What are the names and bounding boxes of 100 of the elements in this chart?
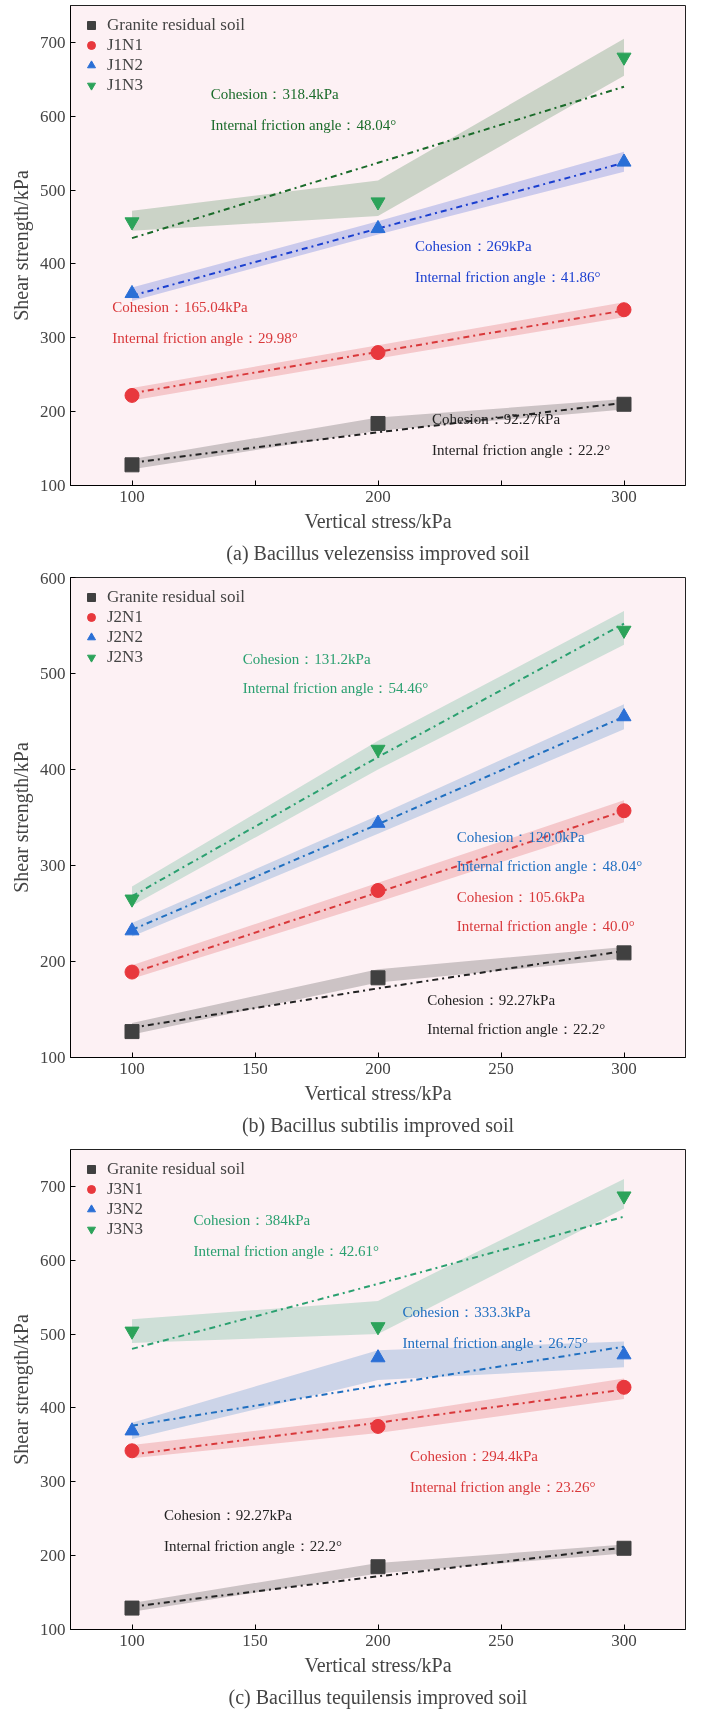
annotation: Cohesion：131.2kPa (242, 651, 371, 668)
legend-label: J1N2 (107, 55, 143, 75)
legend-label: J2N3 (107, 647, 143, 667)
x-tick-label: 300 (611, 1630, 637, 1650)
x-tick-label: 300 (611, 486, 637, 506)
x-tick-label: 200 (365, 1058, 391, 1078)
y-tick-label: 200 (40, 402, 66, 422)
y-axis-title: Shear strength/kPa (10, 742, 33, 893)
annotation: Internal friction angle：48.04° (456, 857, 643, 874)
point (616, 1540, 632, 1556)
point (370, 345, 386, 361)
x-tick-label: 200 (365, 1630, 391, 1650)
legend-label: J2N2 (107, 627, 143, 647)
x-axis-title: Vertical stress/kPa (304, 1653, 452, 1676)
y-tick-label: 300 (40, 328, 66, 348)
annotation: Cohesion：105.6kPa (456, 889, 585, 906)
legend-label: J1N3 (107, 75, 143, 95)
annotation: Cohesion：384kPa (193, 1211, 311, 1228)
point (124, 217, 140, 231)
y-tick-label: 500 (40, 1324, 66, 1344)
legend-label: Granite residual soil (107, 587, 245, 607)
annotation: Internal friction angle：23.26° (409, 1478, 596, 1495)
y-tick-label: 600 (40, 106, 66, 126)
x-tick-label: 250 (488, 1630, 514, 1650)
legend-label: J3N1 (107, 1179, 143, 1199)
annotation: Internal friction angle：54.46° (242, 679, 429, 696)
y-tick-label: 600 (40, 568, 66, 588)
point (370, 882, 386, 898)
point (616, 945, 632, 961)
x-tick-label: 250 (488, 1058, 514, 1078)
annotation: Cohesion：333.3kPa (402, 1303, 531, 1320)
point (616, 302, 632, 318)
y-tick-label: 600 (40, 1250, 66, 1270)
annotation: Internal friction angle：41.86° (414, 268, 601, 285)
y-tick-label: 300 (40, 856, 66, 875)
point (124, 1024, 140, 1040)
annotation: Cohesion：165.04kPa (112, 298, 249, 315)
x-tick-label: 100 (119, 1630, 145, 1650)
x-tick-label: 150 (242, 1630, 268, 1650)
legend-label: J3N2 (107, 1199, 143, 1219)
text: (c) Bacillus tequilensis improved soil (228, 1685, 528, 1709)
annotation: Internal friction angle：22.2° (163, 1537, 343, 1554)
point (370, 1559, 386, 1575)
annotation: Cohesion：92.27kPa (427, 991, 556, 1008)
point (616, 803, 632, 819)
annotation: Cohesion：92.27kPa (163, 1507, 293, 1524)
point (616, 52, 632, 66)
x-tick-label: 150 (242, 1058, 268, 1078)
y-tick-label: 200 (40, 952, 66, 971)
legend-label: J1N1 (107, 35, 143, 55)
point (124, 457, 140, 473)
point (124, 1443, 140, 1459)
y-tick-label: 700 (40, 32, 66, 52)
point (370, 744, 386, 758)
x-axis-title: Vertical stress/kPa (304, 509, 452, 532)
point (124, 894, 140, 908)
y-tick-label: 700 (40, 1176, 66, 1196)
point (124, 922, 140, 936)
x-tick-label: 300 (611, 1058, 637, 1078)
x-tick-label: 100 (119, 1058, 145, 1078)
point (370, 1418, 386, 1434)
point (124, 387, 140, 403)
point (370, 415, 386, 431)
y-tick-label: 400 (40, 760, 66, 779)
legend-label: Granite residual soil (107, 15, 245, 35)
annotation: Internal friction angle：26.75° (402, 1334, 589, 1351)
annotation: Internal friction angle：22.2° (432, 441, 611, 458)
point (616, 1379, 632, 1395)
x-tick-label: 200 (365, 486, 391, 506)
y-tick-label: 300 (40, 1472, 66, 1492)
point (616, 625, 632, 639)
text: (b) Bacillus subtilis improved soil (241, 1113, 515, 1137)
point (616, 1191, 632, 1205)
point (124, 1326, 140, 1340)
annotation: Internal friction angle：22.2° (427, 1020, 606, 1037)
annotation: Cohesion：318.4kPa (210, 86, 339, 103)
y-tick-label: 500 (40, 180, 66, 200)
y-tick-label: 200 (40, 1546, 66, 1566)
y-tick-label: 400 (40, 254, 66, 274)
text: (a) Bacillus velezensiss improved soil (226, 541, 531, 565)
annotation: Cohesion：120.0kPa (456, 828, 585, 845)
x-tick-label: 100 (119, 486, 145, 506)
y-tick-label: 400 (40, 1398, 66, 1418)
point (370, 1322, 386, 1336)
point (370, 970, 386, 986)
y-tick-label: 500 (40, 664, 66, 683)
legend-label: Granite residual soil (107, 1159, 245, 1179)
point (124, 964, 140, 980)
point (124, 1600, 140, 1616)
annotation: Internal friction angle：40.0° (456, 917, 635, 934)
annotation: Cohesion：294.4kPa (409, 1447, 539, 1464)
y-axis-title: Shear strength/kPa (10, 170, 33, 321)
annotation: Cohesion：269kPa (414, 237, 532, 254)
legend-label: J2N1 (107, 607, 143, 627)
point (370, 197, 386, 211)
annotation: Internal friction angle：48.04° (210, 117, 397, 134)
point (616, 396, 632, 412)
y-axis-title: Shear strength/kPa (10, 1314, 33, 1465)
legend-label: J3N3 (107, 1219, 143, 1239)
annotation: Internal friction angle：29.98° (112, 329, 298, 346)
